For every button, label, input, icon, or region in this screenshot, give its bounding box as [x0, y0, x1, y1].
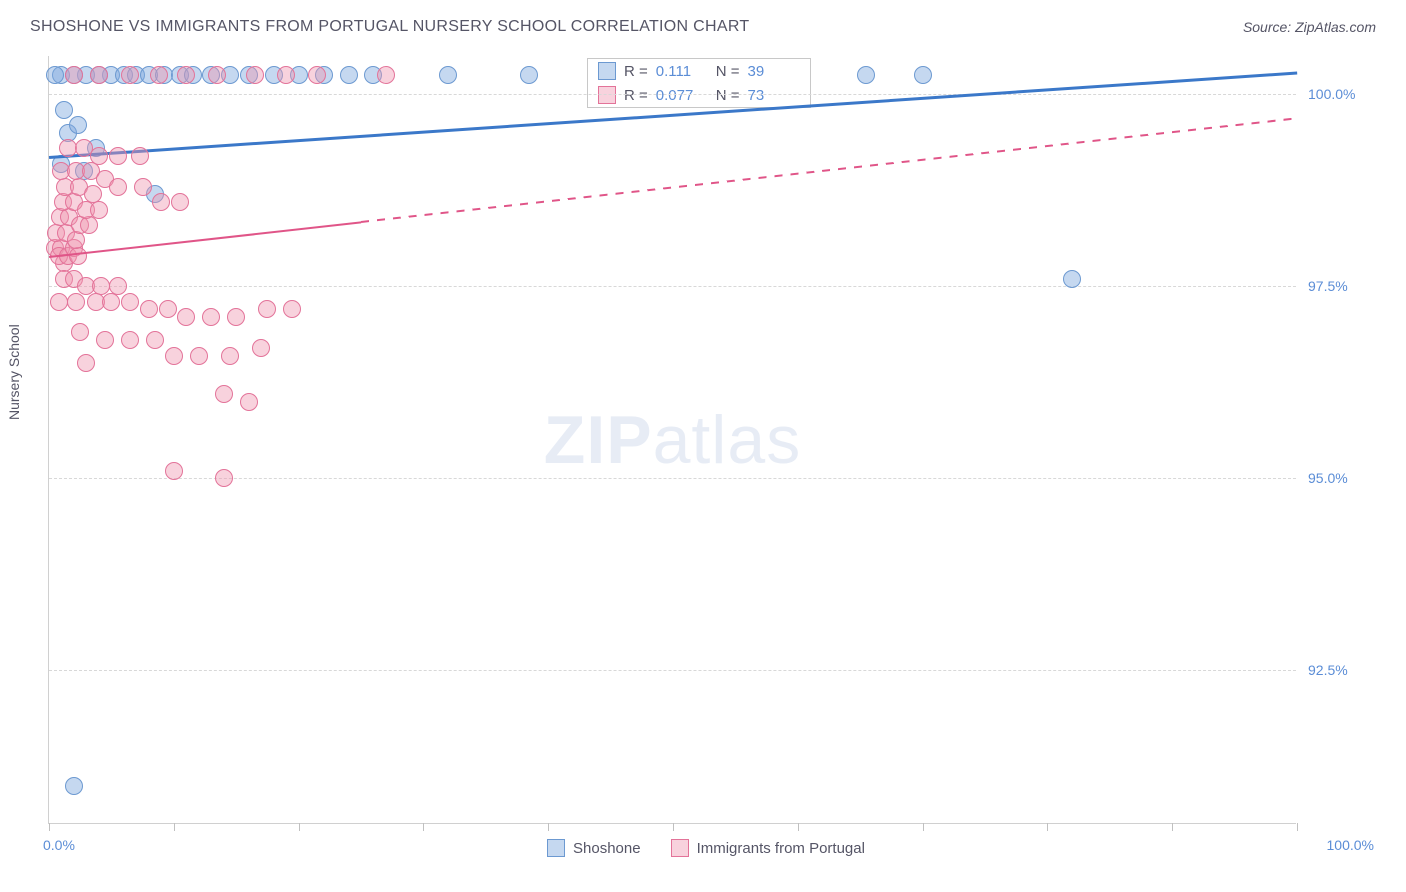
legend-item-portugal: Immigrants from Portugal [671, 839, 865, 857]
data-point [150, 66, 168, 84]
trendline [361, 117, 1297, 222]
gridline [49, 286, 1296, 287]
data-point [84, 185, 102, 203]
data-point [208, 66, 226, 84]
data-point [165, 347, 183, 365]
data-point [252, 339, 270, 357]
gridline [49, 94, 1296, 95]
data-point [109, 178, 127, 196]
swatch-shoshone [598, 62, 616, 80]
data-point [71, 323, 89, 341]
legend-item-shoshone: Shoshone [547, 839, 641, 857]
data-point [190, 347, 208, 365]
watermark-bold: ZIP [544, 402, 653, 478]
data-point [377, 66, 395, 84]
x-tick [423, 823, 424, 831]
watermark: ZIPatlas [544, 401, 801, 479]
data-point [914, 66, 932, 84]
data-point [308, 66, 326, 84]
x-tick [1297, 823, 1298, 831]
data-point [46, 66, 64, 84]
series-legend: Shoshone Immigrants from Portugal [547, 839, 865, 857]
data-point [171, 193, 189, 211]
r-label: R = [624, 63, 648, 80]
data-point [90, 147, 108, 165]
data-point [159, 300, 177, 318]
data-point [50, 293, 68, 311]
data-point [177, 308, 195, 326]
data-point [258, 300, 276, 318]
y-tick-label: 92.5% [1308, 662, 1378, 678]
data-point [221, 347, 239, 365]
data-point [109, 147, 127, 165]
data-point [140, 300, 158, 318]
x-tick [49, 823, 50, 831]
data-point [90, 66, 108, 84]
data-point [146, 331, 164, 349]
data-point [215, 469, 233, 487]
data-point [121, 331, 139, 349]
x-tick [299, 823, 300, 831]
data-point [227, 308, 245, 326]
data-point [77, 354, 95, 372]
data-point [165, 462, 183, 480]
data-point [177, 66, 195, 84]
gridline [49, 670, 1296, 671]
data-point [69, 116, 87, 134]
data-point [857, 66, 875, 84]
data-point [121, 293, 139, 311]
data-point [202, 308, 220, 326]
data-point [277, 66, 295, 84]
x-tick [923, 823, 924, 831]
data-point [65, 777, 83, 795]
data-point [67, 293, 85, 311]
y-tick-label: 95.0% [1308, 470, 1378, 486]
y-axis-label: Nursery School [6, 324, 22, 420]
data-point [215, 385, 233, 403]
data-point [90, 201, 108, 219]
gridline [49, 478, 1296, 479]
x-tick [673, 823, 674, 831]
x-tick-label: 100.0% [1327, 837, 1374, 853]
n-value-shoshone: 39 [748, 63, 800, 80]
x-tick [1047, 823, 1048, 831]
watermark-light: atlas [653, 402, 802, 478]
data-point [134, 178, 152, 196]
data-point [1063, 270, 1081, 288]
data-point [65, 66, 83, 84]
chart-title: SHOSHONE VS IMMIGRANTS FROM PORTUGAL NUR… [30, 18, 749, 36]
legend-label-shoshone: Shoshone [573, 840, 641, 857]
data-point [80, 216, 98, 234]
data-point [55, 101, 73, 119]
swatch-shoshone-icon [547, 839, 565, 857]
x-tick [1172, 823, 1173, 831]
n-label: N = [716, 63, 740, 80]
y-tick-label: 100.0% [1308, 86, 1378, 102]
r-value-shoshone: 0.111 [656, 63, 708, 80]
data-point [69, 247, 87, 265]
x-tick [174, 823, 175, 831]
data-point [102, 293, 120, 311]
swatch-portugal-icon [671, 839, 689, 857]
data-point [340, 66, 358, 84]
data-point [240, 393, 258, 411]
x-tick-label: 0.0% [43, 837, 75, 853]
correlation-legend: R = 0.111 N = 39 R = 0.077 N = 73 [587, 58, 811, 108]
correlation-row-shoshone: R = 0.111 N = 39 [588, 59, 810, 83]
y-tick-label: 97.5% [1308, 278, 1378, 294]
chart-plot-area: ZIPatlas R = 0.111 N = 39 R = 0.077 N = … [48, 56, 1296, 824]
data-point [439, 66, 457, 84]
x-tick [548, 823, 549, 831]
data-point [520, 66, 538, 84]
data-point [121, 66, 139, 84]
data-point [152, 193, 170, 211]
data-point [246, 66, 264, 84]
data-point [67, 231, 85, 249]
x-tick [798, 823, 799, 831]
data-point [96, 331, 114, 349]
legend-label-portugal: Immigrants from Portugal [697, 840, 865, 857]
source-label: Source: ZipAtlas.com [1243, 19, 1376, 35]
data-point [283, 300, 301, 318]
data-point [131, 147, 149, 165]
